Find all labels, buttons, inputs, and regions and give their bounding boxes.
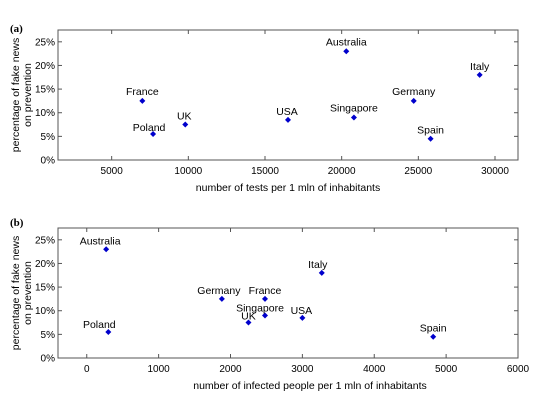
x-axis-label-b: number of infected people per 1 mln of i… bbox=[193, 380, 426, 392]
data-label-germany: Germany bbox=[392, 86, 436, 98]
data-label-italy: Italy bbox=[470, 61, 490, 73]
data-label-spain: Spain bbox=[420, 323, 447, 335]
plot-area-b bbox=[57, 227, 519, 359]
x-tick-label: 6000 bbox=[507, 364, 530, 375]
y-tick-label: 25% bbox=[35, 37, 55, 48]
panel-label-a: (a) bbox=[10, 23, 23, 35]
y-tick-label: 20% bbox=[35, 259, 55, 270]
data-point-singapore bbox=[350, 114, 357, 121]
y-tick-label: 5% bbox=[41, 330, 56, 341]
panel-a: (a) percentage of fake news on preventio… bbox=[10, 23, 519, 194]
y-tick-label: 5% bbox=[41, 132, 56, 143]
data-point-uk bbox=[245, 319, 252, 326]
ticks-a: 5000 10000 15000 20000 25000 30000 0% 5% 10% 15% 2… bbox=[35, 30, 518, 177]
data-point-usa bbox=[299, 314, 306, 321]
x-tick-label: 20000 bbox=[328, 166, 356, 177]
y-axis-label-line-2: on prevention bbox=[22, 63, 34, 127]
data-point-germany bbox=[410, 97, 417, 104]
y-tick-label: 15% bbox=[35, 85, 55, 96]
data-point-france bbox=[139, 97, 146, 104]
ticks-b: 0 1000 2000 3000 4000 5000 6000 0% 5% 10% 15% 20% 25… bbox=[35, 228, 530, 375]
data-point-poland bbox=[105, 329, 112, 335]
x-tick-label: 10000 bbox=[174, 166, 202, 177]
data-label-spain: Spain bbox=[417, 125, 444, 137]
y-axis-label-a: percentage of fake news on prevention bbox=[10, 38, 34, 152]
y-axis-label-line-2: on prevention bbox=[22, 261, 34, 325]
data-label-australia: Australia bbox=[80, 235, 121, 247]
data-label-uk: UK bbox=[241, 311, 256, 323]
plot-area-a bbox=[57, 29, 519, 161]
data-point-germany bbox=[218, 295, 225, 302]
x-axis-label-a: number of tests per 1 mln of inhabitants bbox=[196, 182, 380, 194]
y-axis-label-line-1: percentage of fake news bbox=[10, 236, 22, 350]
y-tick-label: 25% bbox=[35, 235, 55, 246]
y-tick-label: 10% bbox=[35, 108, 55, 119]
data-point-singapore bbox=[262, 312, 268, 319]
y-tick-label: 15% bbox=[35, 283, 55, 294]
data-label-france: France bbox=[249, 285, 282, 297]
y-axis-label-b: percentage of fake news on prevention bbox=[10, 236, 34, 350]
x-tick-label: 4000 bbox=[363, 364, 386, 375]
data-point-france bbox=[262, 295, 268, 302]
data-point-poland bbox=[150, 131, 157, 137]
panel-b: (b) percentage of fake news on preventio… bbox=[10, 217, 530, 392]
points-a: Australia Italy France Germany Singapore USA U… bbox=[126, 36, 490, 142]
y-tick-label: 0% bbox=[41, 354, 56, 365]
data-label-poland: Poland bbox=[133, 122, 166, 134]
y-tick-label: 10% bbox=[35, 306, 55, 317]
data-point-uk bbox=[182, 121, 189, 128]
data-point-spain bbox=[430, 333, 437, 340]
data-label-germany: Germany bbox=[197, 285, 241, 297]
y-axis-label-line-1: percentage of fake news bbox=[10, 38, 22, 152]
data-label-usa: USA bbox=[291, 305, 313, 317]
x-tick-label: 15000 bbox=[251, 166, 279, 177]
data-point-italy bbox=[318, 269, 325, 276]
x-tick-label: 5000 bbox=[101, 166, 124, 177]
data-label-poland: Poland bbox=[83, 319, 116, 331]
data-label-australia: Australia bbox=[326, 36, 367, 48]
points-b: Australia Italy Germany France Singapore USA U… bbox=[80, 235, 447, 340]
y-tick-label: 0% bbox=[41, 156, 56, 167]
x-tick-label: 0 bbox=[84, 364, 90, 375]
x-tick-label: 5000 bbox=[435, 364, 458, 375]
data-label-usa: USA bbox=[276, 106, 298, 118]
data-point-usa bbox=[285, 116, 291, 123]
data-point-australia bbox=[103, 246, 110, 253]
x-tick-label: 2000 bbox=[219, 364, 242, 375]
data-label-singapore: Singapore bbox=[236, 302, 284, 314]
data-label-italy: Italy bbox=[308, 259, 328, 271]
x-tick-label: 30000 bbox=[481, 166, 509, 177]
data-point-spain bbox=[427, 135, 434, 142]
data-label-singapore: Singapore bbox=[330, 102, 378, 114]
data-point-italy bbox=[476, 71, 483, 78]
x-tick-label: 25000 bbox=[404, 166, 432, 177]
data-point-australia bbox=[343, 48, 350, 55]
x-tick-label: 1000 bbox=[148, 364, 171, 375]
x-tick-label: 3000 bbox=[291, 364, 314, 375]
data-label-uk: UK bbox=[177, 111, 192, 123]
panel-label-b: (b) bbox=[10, 217, 24, 229]
data-label-france: France bbox=[126, 86, 159, 98]
y-tick-label: 20% bbox=[35, 61, 55, 72]
